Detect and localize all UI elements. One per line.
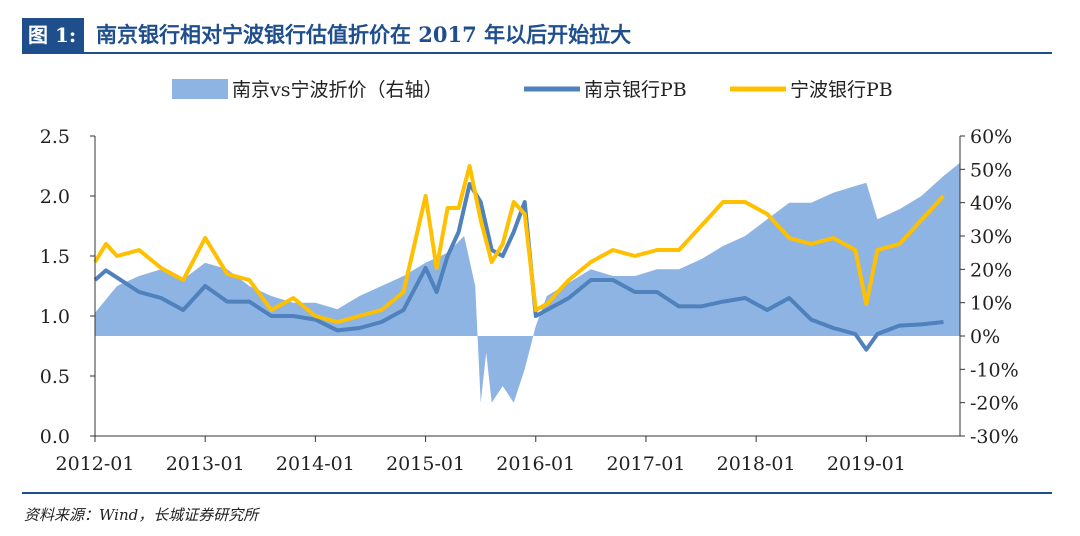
left-y-tick-label: 0.5 xyxy=(40,366,70,388)
title-divider xyxy=(22,52,1052,54)
nanjing-pb-line xyxy=(93,182,944,352)
left-y-tick-label: 1.5 xyxy=(40,246,70,268)
x-tick-label: 2018-01 xyxy=(717,453,796,475)
right-y-tick-label: 20% xyxy=(970,259,1012,281)
valuation-chart: 南京vs宁波折价（右轴） 南京银行PB 宁波银行PB 0.0 0.5 1.0 1.5 2.0… xyxy=(40,79,1019,475)
right-y-tick-label: -30% xyxy=(970,426,1019,448)
legend-label-ningbo: 宁波银行PB xyxy=(790,79,893,101)
x-tick-label: 2016-01 xyxy=(496,453,575,475)
right-y-tick-label: 60% xyxy=(970,126,1012,148)
left-y-tick-label: 1.0 xyxy=(40,306,70,328)
pb-lines-layer xyxy=(93,164,945,352)
figure-header: 图 1: 南京银行相对宁波银行估值折价在 2017 年以后开始拉大 xyxy=(22,18,1052,54)
ningbo-pb-line xyxy=(93,164,945,324)
x-tick-label: 2014-01 xyxy=(276,453,355,475)
right-y-tick-label: 40% xyxy=(970,193,1012,215)
right-y-tick-label: -20% xyxy=(970,393,1019,415)
footer-divider xyxy=(22,492,1052,494)
x-tick-label: 2012-01 xyxy=(56,453,135,475)
x-tick-label: 2019-01 xyxy=(827,453,906,475)
right-y-tick-label: 50% xyxy=(970,159,1012,181)
legend-label-nanjing: 南京银行PB xyxy=(584,79,687,101)
chart-title: 南京银行相对宁波银行估值折价在 2017 年以后开始拉大 xyxy=(96,22,632,47)
right-y-tick-label: -10% xyxy=(970,359,1019,381)
legend-swatch-discount-area xyxy=(172,79,228,99)
right-y-tick-label: 10% xyxy=(970,293,1012,315)
figure-label: 图 1: xyxy=(22,18,85,52)
discount-area-series xyxy=(95,162,960,403)
source-note: 资料来源：Wind，长城证券研究所 xyxy=(24,506,259,524)
legend-label-discount: 南京vs宁波折价（右轴） xyxy=(232,79,443,101)
left-y-tick-label: 2.5 xyxy=(40,126,70,148)
x-tick-label: 2013-01 xyxy=(166,453,245,475)
right-y-tick-label: 30% xyxy=(970,226,1012,248)
chart-legend: 南京vs宁波折价（右轴） 南京银行PB 宁波银行PB xyxy=(172,79,893,101)
axes-layer: 0.0 0.5 1.0 1.5 2.0 2.5 -30% -20% -10% 0% 10% 20% 30… xyxy=(40,126,1019,475)
right-y-tick-label: 0% xyxy=(970,326,1000,348)
x-tick-label: 2015-01 xyxy=(386,453,465,475)
left-y-tick-label: 0.0 xyxy=(40,426,70,448)
discount-area-layer xyxy=(95,162,960,403)
left-y-tick-label: 2.0 xyxy=(40,186,70,208)
x-tick-label: 2017-01 xyxy=(606,453,685,475)
